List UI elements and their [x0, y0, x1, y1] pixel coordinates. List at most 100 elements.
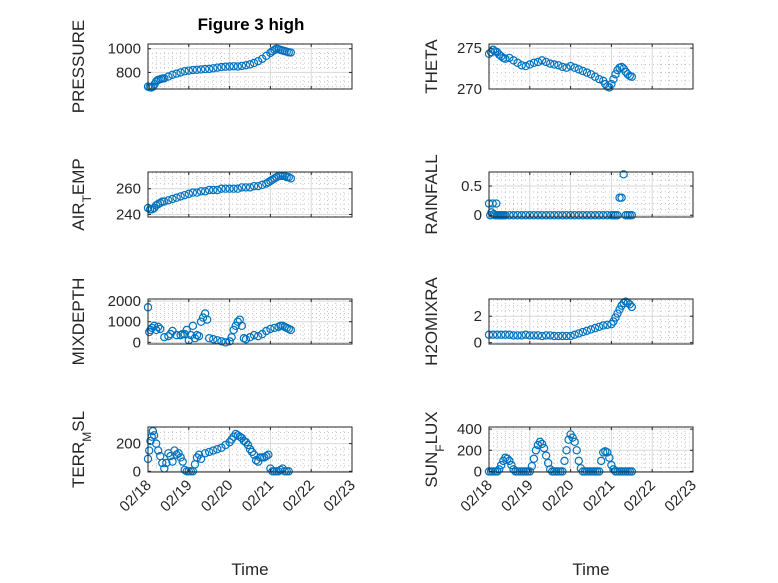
chart-5-point: [262, 326, 271, 336]
chart-8-point: [594, 467, 604, 476]
chart-8-point: [605, 453, 614, 462]
chart-3-point: [151, 201, 161, 210]
chart-4-point: [533, 211, 543, 220]
chart-6-point: [578, 327, 588, 337]
chart-8-y-tick-label: 400: [457, 421, 482, 438]
chart-3-point: [221, 184, 230, 193]
chart-5-y-label: MIXDEPTH: [69, 278, 88, 366]
chart-7-point: [162, 458, 171, 468]
chart-8-point: [531, 446, 541, 455]
chart-6-point: [586, 325, 596, 334]
chart-6-point: [582, 326, 592, 335]
chart-7-point: [174, 449, 183, 458]
chart-3-point: [268, 175, 277, 184]
chart-5-point: [266, 324, 275, 334]
chart-2-point: [554, 61, 563, 70]
chart-5-point: [198, 313, 208, 322]
chart-7-point: [276, 465, 285, 475]
chart-6-y-tick-label: 0: [474, 335, 482, 352]
chart-7-x-tick-label: 02/21: [239, 477, 278, 516]
chart-6-point: [627, 302, 637, 312]
chart-1-point: [192, 65, 202, 75]
chart-8-point: [527, 461, 537, 471]
chart-7-frame: [147, 426, 353, 473]
chart-7-point: [284, 467, 293, 476]
chart-8-point: [558, 467, 567, 476]
chart-5-point: [237, 321, 247, 331]
chart-3-point: [262, 179, 271, 188]
chart-8-point: [570, 437, 579, 447]
chart-6-point: [537, 331, 547, 341]
chart-2-point: [501, 54, 510, 63]
chart-8-point: [562, 446, 571, 455]
chart-2-point: [509, 56, 518, 65]
chart-4-point: [501, 211, 510, 220]
chart-4-point: [541, 211, 551, 220]
chart-7-point: [158, 458, 167, 468]
chart-7-point: [166, 451, 175, 461]
chart-2-point: [574, 65, 583, 74]
chart-8-y-label-main: SUN: [422, 452, 441, 488]
chart-7-y-tick-label: 0: [133, 463, 141, 480]
chart-1-point: [221, 62, 230, 71]
chart-3-point: [249, 181, 259, 191]
chart-8-x-tick-label: 02/18: [457, 477, 496, 516]
chart-4-y-tick-label: 0.5: [461, 178, 482, 195]
chart-5-point: [180, 329, 189, 339]
chart-6-frame: [488, 298, 694, 345]
chart-2-point: [578, 66, 588, 76]
chart-4-point: [546, 211, 555, 220]
chart-8-y-label-rest: LUX: [422, 411, 441, 444]
chart-7-point: [176, 453, 185, 462]
chart-8-point: [627, 467, 637, 476]
chart-3-point: [229, 184, 238, 193]
chart-5-point: [182, 325, 191, 335]
chart-6-y-tick-label: 2: [474, 308, 482, 325]
chart-6-point: [550, 331, 559, 341]
chart-8-y-label: SUNFLUX: [422, 411, 447, 487]
chart-6-axes: 0 2 H2OMIXRA: [422, 276, 694, 366]
chart-7-point: [168, 457, 177, 466]
chart-6-point: [541, 331, 551, 340]
chart-3-point: [213, 185, 222, 195]
chart-4-plot-area: [488, 171, 694, 218]
chart-3-point: [237, 183, 247, 192]
chart-3-frame: [147, 171, 353, 218]
chart-8-point: [505, 456, 514, 466]
chart-8-point: [603, 448, 612, 457]
chart-5-point: [249, 330, 259, 340]
chart-1-y-label: PRESSURE: [69, 20, 88, 114]
chart-6-point: [517, 331, 526, 340]
chart-7-point: [209, 446, 218, 455]
chart-2-y-label: THETA: [422, 39, 441, 94]
chart-7-point: [149, 431, 159, 440]
chart-7-point: [194, 450, 204, 459]
chart-3-point: [233, 184, 242, 193]
chart-5-point: [204, 334, 214, 343]
chart-4-point: [505, 211, 514, 220]
chart-6-point: [613, 309, 622, 318]
chart-2-point: [529, 58, 539, 68]
chart-1-y-tick-label: 800: [116, 64, 141, 81]
chart-1-frame: [147, 43, 353, 90]
chart-4-y-tick-label: 0: [474, 207, 482, 224]
chart-1-point: [204, 64, 214, 74]
chart-4-point: [554, 211, 563, 220]
chart-6-point: [521, 330, 530, 339]
chart-5-point: [245, 332, 255, 342]
chart-3-point: [225, 184, 234, 193]
chart-4-point: [509, 211, 518, 220]
chart-6-point: [513, 331, 522, 340]
chart-2-point: [541, 57, 551, 67]
chart-6-point: [566, 331, 575, 341]
chart-6-point: [574, 329, 583, 338]
chart-1-axes: 800 1000 PRESSURE: [69, 20, 353, 114]
chart-4-point: [517, 211, 526, 220]
chart-6-point: [497, 330, 506, 339]
chart-3-point: [196, 187, 206, 196]
chart-4-point: [525, 211, 535, 220]
chart-5-point: [225, 337, 234, 346]
chart-5-point: [172, 330, 181, 340]
chart-4-point: [574, 211, 583, 220]
chart-2-point: [582, 68, 592, 77]
